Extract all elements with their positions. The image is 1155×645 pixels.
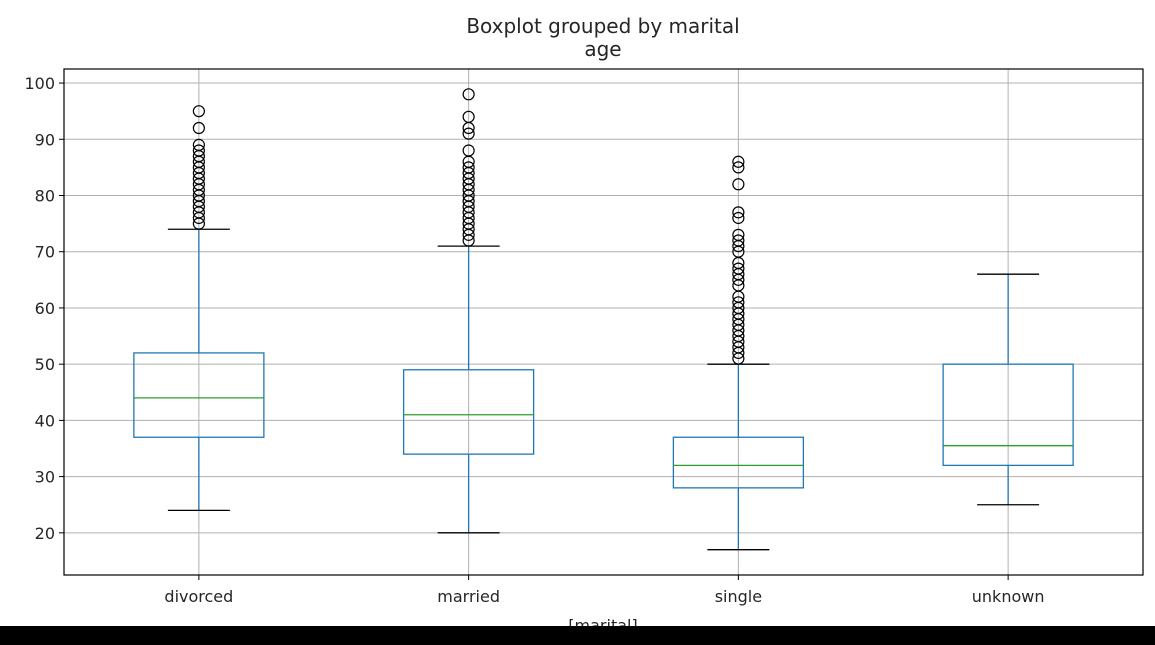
outlier-point [462, 88, 475, 101]
outlier-point [732, 211, 745, 225]
grid-lines [64, 69, 1143, 575]
y-tick-label: 30 [35, 468, 55, 487]
outlier-point [732, 296, 745, 309]
x-tick-label: single [715, 587, 762, 606]
y-tick-label: 20 [35, 524, 55, 543]
iqr-box [402, 369, 535, 455]
plot-frame [63, 68, 1144, 576]
outlier-point [192, 121, 205, 135]
x-tick-label: married [437, 587, 500, 606]
outlier-point [192, 144, 205, 157]
y-tick-label: 90 [35, 130, 55, 149]
tick-labels: 20 30 40 50 60 70 80 90 100 divorced married single… [24, 74, 1044, 606]
outlier-point [732, 234, 745, 247]
iqr-box [672, 436, 805, 489]
iqr-box [133, 352, 265, 438]
box-group-divorced [133, 105, 265, 511]
boxplot-chart: Boxplot grouped by marital age 20 30 40 50 6… [24, 14, 1144, 626]
outlier-point [732, 228, 745, 241]
outlier-point [192, 138, 205, 151]
y-tick-label: 100 [24, 74, 55, 93]
figure: Boxplot grouped by marital age 20 30 40 50 6… [0, 0, 1155, 626]
outlier-point [462, 161, 475, 174]
chart-suptitle: Boxplot grouped by marital [466, 14, 739, 38]
chart-title: age [584, 37, 621, 61]
y-tick-label: 50 [35, 355, 55, 374]
iqr-box [942, 363, 1074, 467]
outlier-point [462, 110, 475, 123]
y-tick-label: 70 [35, 243, 55, 262]
outlier-point [732, 155, 745, 168]
outlier-point [192, 105, 205, 118]
y-tick-label: 80 [35, 187, 55, 206]
outlier-point [732, 262, 745, 275]
outlier-point [462, 144, 475, 157]
boxes [133, 88, 1074, 551]
box-group-single [672, 155, 805, 551]
outlier-point [732, 206, 745, 219]
x-tick-label: unknown [972, 587, 1045, 606]
bottom-cropped-band [0, 626, 1155, 645]
x-tick-label: divorced [164, 587, 233, 606]
y-tick-label: 60 [35, 299, 55, 318]
x-axis-label: [marital] [568, 616, 637, 626]
outlier-point [462, 127, 475, 140]
box-group-married [402, 88, 535, 534]
outlier-point [732, 178, 745, 191]
outlier-point [732, 161, 745, 174]
y-tick-label: 40 [35, 411, 55, 430]
box-group-unknown [942, 273, 1074, 506]
